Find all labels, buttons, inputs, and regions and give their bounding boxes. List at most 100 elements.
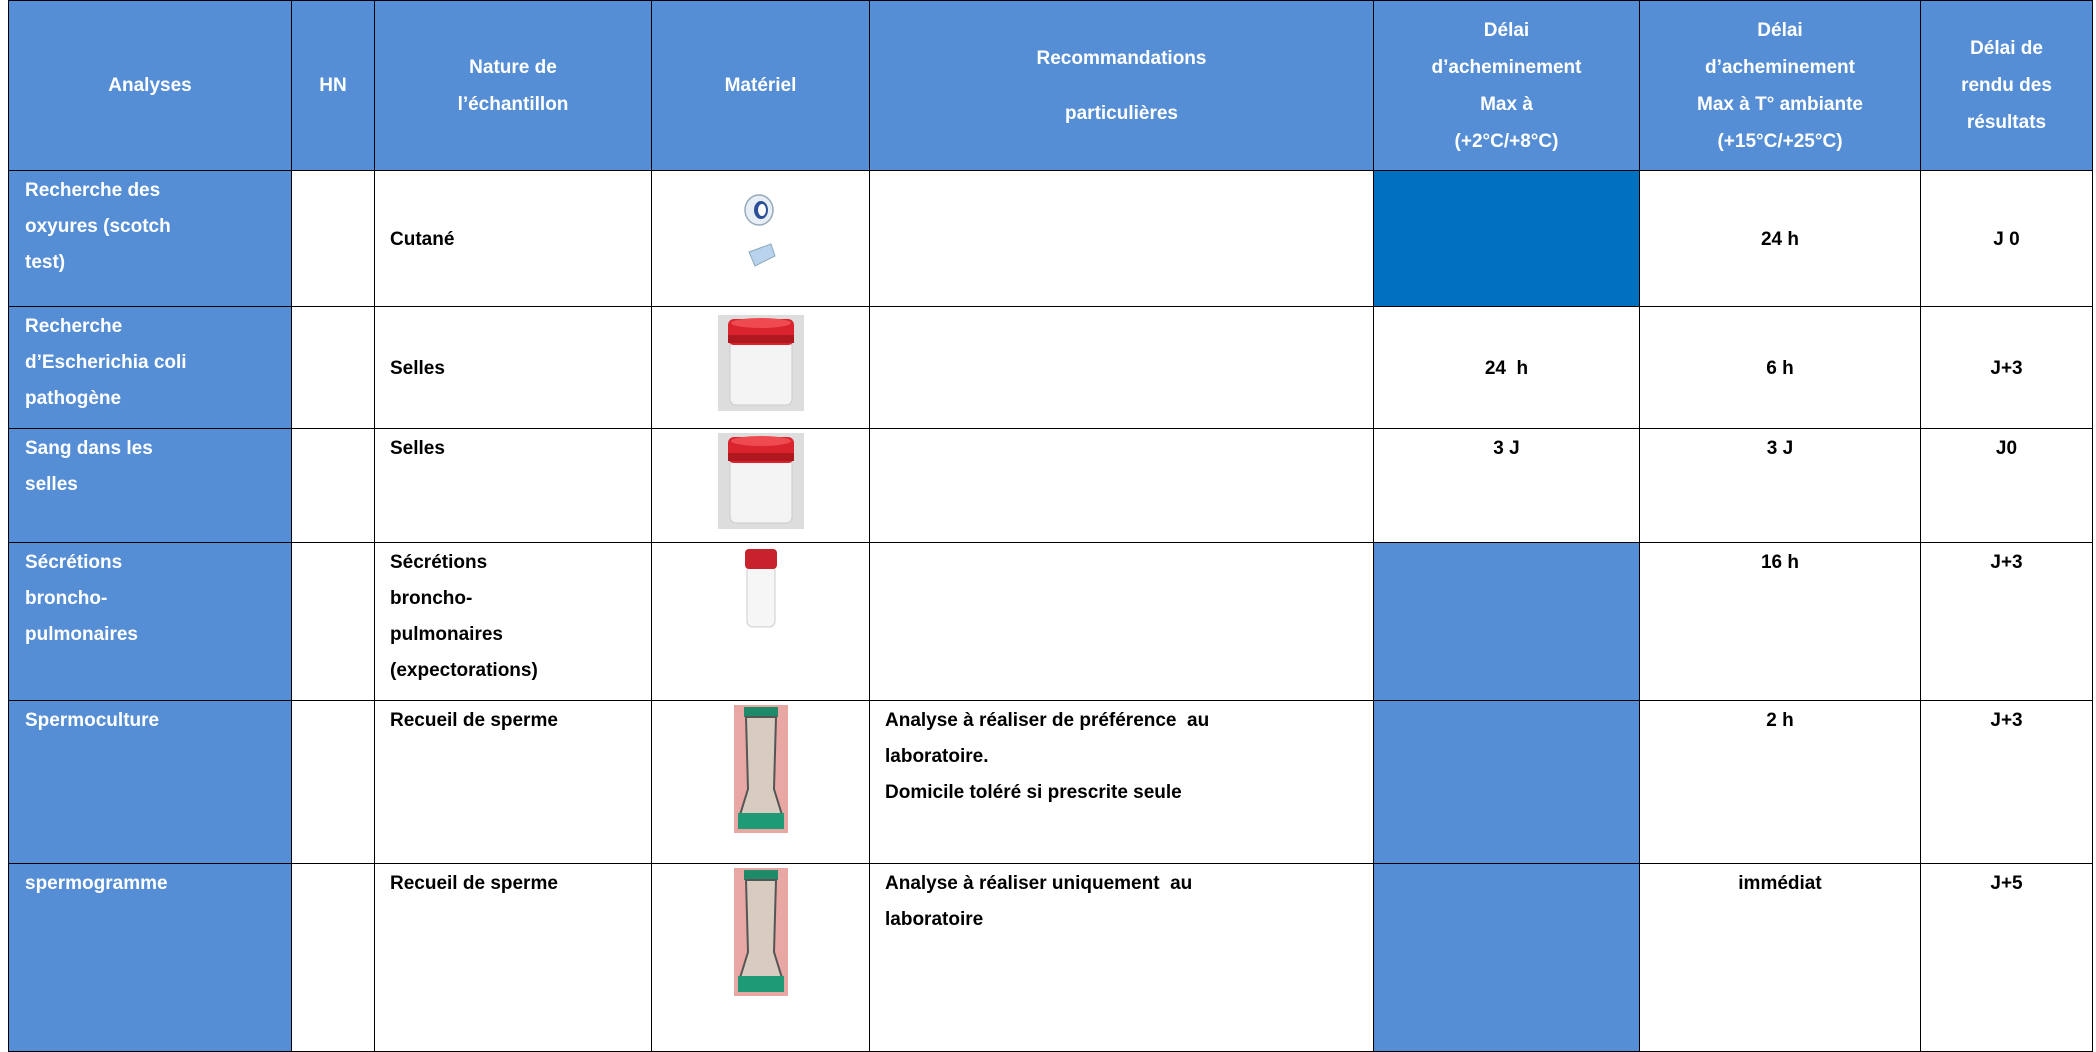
- cell-text: J 0: [1993, 228, 2020, 250]
- recommandations-cell: [869, 542, 1374, 701]
- table-row: spermogramme Recueil de sperme Analyse à r…: [8, 863, 2093, 1052]
- nature-cell: Selles: [374, 306, 652, 429]
- analyses-cell: Spermoculture: [8, 700, 292, 864]
- materiel-cell: [651, 170, 870, 307]
- cell-text: J+3: [1990, 710, 2023, 731]
- delai-refrigere-cell: 3 J: [1373, 428, 1640, 543]
- delai-rendu-cell: J+3: [1920, 542, 2093, 701]
- text-line: d’acheminement: [1705, 56, 1855, 78]
- text-line: laboratoire.: [885, 746, 989, 767]
- analyses-cell: Sécrétions broncho-pulmonaires: [8, 542, 292, 701]
- material-icon: [718, 433, 804, 529]
- delai-refrigere-cell: [1373, 700, 1640, 864]
- text-line: Recherche: [25, 316, 123, 337]
- delai-rendu-cell: J+3: [1920, 700, 2093, 864]
- text-line: pulmonaires: [25, 624, 138, 645]
- text-line: Sécrétions: [25, 552, 123, 573]
- cell-text: immédiat: [1738, 873, 1822, 894]
- cell-text: J0: [1995, 438, 2018, 459]
- text-line: Sang dans les: [25, 438, 153, 459]
- text-line: Sécrétions: [390, 552, 488, 573]
- hn-cell: [291, 306, 375, 429]
- analyses-cell: Recherche des oxyures (scotch test): [8, 170, 292, 307]
- materiel-cell: [651, 428, 870, 543]
- table-row: Recherche des oxyures (scotch test) Cutané 2…: [8, 170, 2093, 307]
- text-line: Délai: [1757, 19, 1803, 41]
- hn-cell: [291, 170, 375, 307]
- header-cell: Nature de l’échantillon: [374, 0, 652, 171]
- cell-text: 24 h: [1760, 228, 1800, 250]
- text-line: oxyures (scotch: [25, 216, 171, 237]
- delai-rendu-cell: J 0: [1920, 170, 2093, 307]
- table-body: Recherche des oxyures (scotch test) Cutané 2…: [8, 170, 2093, 1052]
- text-line: Analyse à réaliser uniquement au: [885, 873, 1193, 894]
- nature-cell: Cutané: [374, 170, 652, 307]
- text-line: Max à T° ambiante: [1697, 93, 1863, 115]
- delai-refrigere-cell: 24 h: [1373, 306, 1640, 429]
- text-line: Analyses: [108, 75, 192, 96]
- nature-cell: Recueil de sperme: [374, 863, 652, 1052]
- text-line: particulières: [1065, 102, 1178, 124]
- recommandations-cell: Analyse à réaliser de préférence au labor…: [869, 700, 1374, 864]
- table-row: Spermoculture Recueil de sperme Analyse à …: [8, 700, 2093, 864]
- hn-cell: [291, 542, 375, 701]
- text-line: (+15°C/+25°C): [1717, 130, 1843, 152]
- table-header: Analyses HN Nature de l’échantillon Matériel…: [8, 0, 2093, 171]
- text-line: Matériel: [724, 75, 797, 96]
- material-icon: [734, 705, 788, 833]
- text-line: Cutané: [390, 228, 455, 250]
- text-line: Max à: [1480, 93, 1533, 115]
- cell-text: 6 h: [1766, 357, 1794, 379]
- cell-text: J+3: [1990, 357, 2023, 379]
- text-line: (expectorations): [390, 660, 538, 681]
- recommandations-cell: [869, 306, 1374, 429]
- text-line: d’acheminement: [1431, 56, 1582, 78]
- table-row: Sécrétions broncho-pulmonaires Sécrétions b…: [8, 542, 2093, 701]
- text-line: broncho-: [25, 588, 108, 609]
- text-line: Nature de: [469, 56, 557, 78]
- delai-ambiant-cell: 3 J: [1639, 428, 1921, 543]
- materiel-cell: [651, 306, 870, 429]
- header-cell: HN: [291, 0, 375, 171]
- material-icon: [718, 315, 804, 411]
- analyses-cell: Sang dans les selles: [8, 428, 292, 543]
- materiel-cell: [651, 700, 870, 864]
- table-row: Recherche d’Escherichia coli pathogène Sell…: [8, 306, 2093, 429]
- hn-cell: [291, 700, 375, 864]
- text-line: Selles: [390, 357, 445, 379]
- delai-rendu-cell: J+3: [1920, 306, 2093, 429]
- cell-text: J+5: [1990, 873, 2023, 894]
- text-line: rendu des: [1961, 75, 2052, 96]
- text-line: Spermoculture: [25, 710, 160, 731]
- material-icon: [734, 868, 788, 996]
- text-line: Recherche des: [25, 180, 161, 201]
- text-line: d’Escherichia coli: [25, 352, 187, 373]
- materiel-cell: [651, 542, 870, 701]
- text-line: résultats: [1966, 112, 2047, 133]
- text-line: pulmonaires: [390, 624, 503, 645]
- header-cell: Délai d’acheminement Max à T° ambiante (+15…: [1639, 0, 1921, 171]
- cell-text: 3 J: [1766, 438, 1794, 459]
- delai-rendu-cell: J+5: [1920, 863, 2093, 1052]
- icon-shape: [734, 868, 788, 996]
- text-line: l’échantillon: [457, 93, 569, 115]
- recommandations-cell: [869, 170, 1374, 307]
- delai-ambiant-cell: 2 h: [1639, 700, 1921, 864]
- material-icon: [739, 547, 783, 631]
- text-line: Délai: [1483, 19, 1530, 41]
- delai-rendu-cell: J0: [1920, 428, 2093, 543]
- header-cell: Délai d’acheminement Max à (+2°C/+8°C): [1373, 0, 1640, 171]
- delai-ambiant-cell: 24 h: [1639, 170, 1921, 307]
- text-line: Délai de: [1970, 38, 2043, 59]
- icon-shape: [745, 549, 777, 627]
- text-line: pathogène: [25, 388, 122, 409]
- delai-refrigere-cell: [1373, 170, 1640, 307]
- analyses-cell: spermogramme: [8, 863, 292, 1052]
- icon-shape: [718, 315, 804, 411]
- cell-text: 2 h: [1766, 710, 1794, 731]
- text-line: Analyse à réaliser de préférence au: [885, 710, 1210, 731]
- icon-shape: [745, 195, 775, 266]
- nature-cell: Recueil de sperme: [374, 700, 652, 864]
- recommandations-cell: [869, 428, 1374, 543]
- text-line: laboratoire: [885, 909, 984, 930]
